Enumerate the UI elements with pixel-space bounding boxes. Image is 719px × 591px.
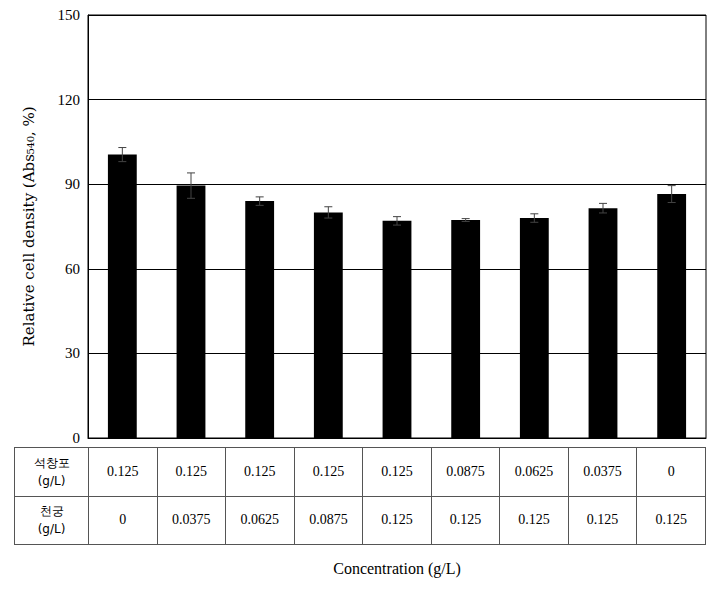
html-text:0.0625: 0.0625: [514, 463, 554, 479]
svg-text:120: 120: [58, 92, 81, 108]
html-text:0: 0: [119, 512, 127, 528]
html-text:0: 0: [667, 463, 675, 479]
svg-text:0: 0: [73, 430, 81, 446]
html-text:0.125: 0.125: [449, 512, 482, 528]
html-text:석창포: 석창포: [33, 455, 70, 470]
html-text:0.125: 0.125: [244, 463, 276, 479]
svg-text:30: 30: [65, 345, 80, 361]
html-text:0.0875: 0.0875: [446, 463, 485, 479]
html-text:0.125: 0.125: [312, 463, 345, 479]
svg-text:Relative cell density (Abs₅₄₀,: Relative cell density (Abs₅₄₀, %): [20, 106, 38, 346]
html-text:천궁: 천궁: [39, 504, 64, 519]
svg-text:60: 60: [65, 261, 80, 277]
html-text:0.125: 0.125: [518, 512, 550, 528]
svg-text:90: 90: [65, 176, 80, 192]
html-text:0.125: 0.125: [175, 463, 208, 479]
html-text:Concentration (g/L): Concentration (g/L): [333, 560, 461, 577]
html-text:0.125: 0.125: [381, 512, 413, 528]
html-text:0.125: 0.125: [586, 512, 619, 528]
html-text:0.125: 0.125: [381, 463, 413, 479]
html-text:0.0375: 0.0375: [172, 512, 211, 528]
html-text:0.125: 0.125: [107, 463, 139, 479]
html-text:0.0375: 0.0375: [583, 463, 622, 479]
html-text:0.0875: 0.0875: [309, 512, 348, 528]
svg-text:150: 150: [58, 7, 81, 23]
html-text:0.125: 0.125: [655, 512, 687, 528]
html-text:(g/L): (g/L): [37, 473, 66, 488]
html-text:0.0625: 0.0625: [240, 512, 280, 528]
html-text:(g/L): (g/L): [37, 522, 66, 537]
